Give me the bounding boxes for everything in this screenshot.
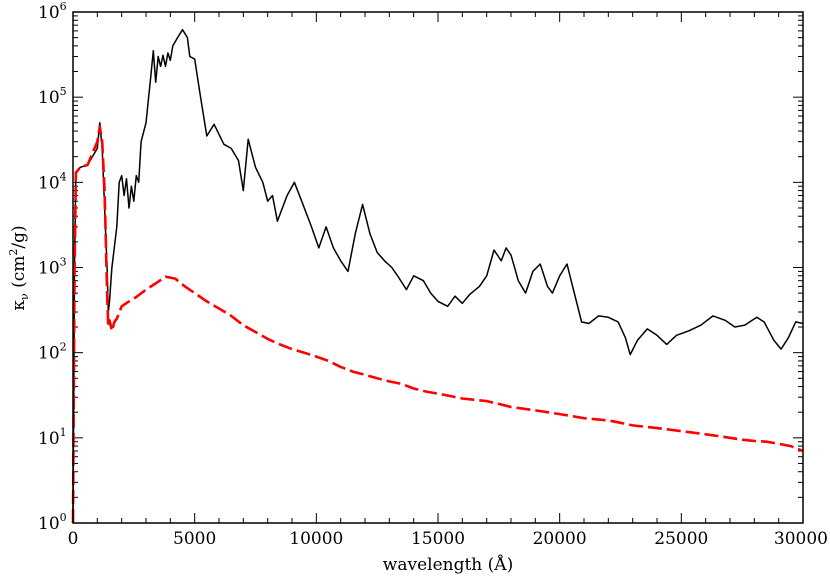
x-axis-title: wavelength (Å) (383, 554, 513, 575)
x-tick-label: 25000 (654, 529, 708, 549)
y-tick-label: 102 (38, 341, 67, 364)
plot-frame (72, 11, 804, 524)
y-tick-label-base: 10 (38, 344, 60, 364)
y-axis-title: κν (cm2/g) (7, 225, 31, 310)
y-axis-title-unit-close: /g) (9, 225, 29, 248)
y-tick-label-base: 10 (38, 429, 60, 449)
y-tick-label: 101 (38, 426, 67, 449)
y-tick-label-base: 10 (38, 259, 60, 279)
x-tick-label: 0 (68, 529, 79, 549)
y-axis-title-unit-open: (cm (9, 256, 29, 294)
y-tick-label-exponent: 2 (60, 341, 67, 354)
y-axis-title-unit-superscript: 2 (7, 249, 20, 256)
x-tick-label: 30000 (774, 529, 828, 549)
x-tick-label: 10000 (289, 529, 343, 549)
y-tick-label-base: 10 (38, 3, 60, 23)
y-axis-title-symbol: κ (9, 300, 29, 311)
y-tick-label-exponent: 0 (60, 511, 67, 524)
series-2-line (71, 125, 804, 524)
y-tick-label-base: 10 (38, 514, 60, 534)
x-tick-labels: 0 5000 10000 15000 20000 25000 30000 (68, 529, 828, 549)
y-tick-label: 103 (38, 256, 67, 279)
y-tick-label-base: 10 (38, 173, 60, 193)
y-tick-label-exponent: 3 (60, 256, 67, 269)
y-tick-label: 100 (38, 511, 67, 534)
y-tick-label: 106 (38, 0, 67, 23)
axis-ticks (72, 11, 804, 524)
y-tick-label-exponent: 6 (60, 0, 67, 13)
x-tick-label: 20000 (533, 529, 587, 549)
x-tick-label: 15000 (411, 529, 465, 549)
y-tick-label: 104 (38, 170, 67, 193)
series-group (71, 28, 804, 524)
y-tick-label: 105 (38, 85, 67, 108)
y-tick-label-base: 10 (38, 88, 60, 108)
y-tick-label-exponent: 1 (60, 426, 67, 439)
series-1-line (72, 28, 804, 524)
y-tick-label-exponent: 4 (60, 170, 67, 183)
y-tick-label-exponent: 5 (60, 85, 67, 98)
x-tick-label: 5000 (173, 529, 216, 549)
y-axis-title-subscript: ν (18, 293, 31, 300)
